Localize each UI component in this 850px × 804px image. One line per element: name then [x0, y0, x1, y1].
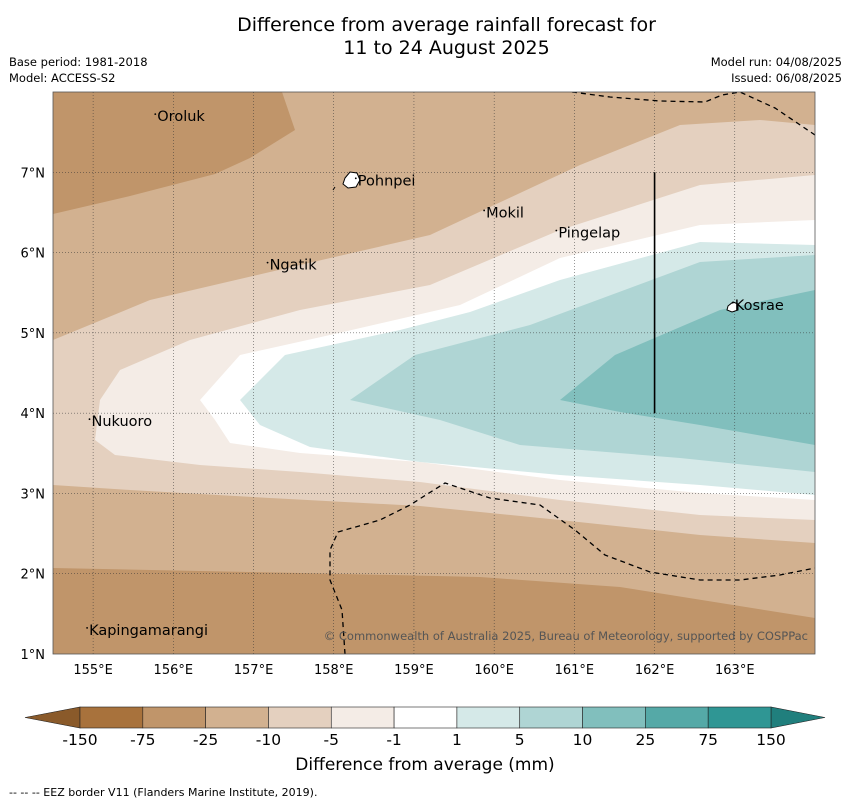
- meta-left: Base period: 1981-2018 Model: ACCESS-S2: [9, 54, 148, 86]
- colorbar-tick-label: 25: [635, 731, 655, 749]
- colorbar-title: Difference from average (mm): [295, 755, 555, 775]
- lon-tick-label: 161°E: [555, 663, 595, 678]
- colorbar-segment: [268, 706, 332, 729]
- issued-date: Issued: 06/08/2025: [731, 71, 842, 85]
- place-label: Kapingamarangi: [89, 623, 208, 639]
- contour-fields: Oroluk Pohnpei Mokil Pingelap Ngatik Kosrae Nu…: [53, 92, 815, 654]
- colorbar-segment: [330, 706, 395, 729]
- place-marker: [266, 261, 269, 264]
- lat-tick-label: 3°N: [21, 487, 46, 502]
- field-minus-75-north: [53, 92, 295, 214]
- meta-right: Model run: 04/08/2025 Issued: 06/08/2025: [711, 54, 842, 86]
- lat-tick-label: 6°N: [21, 247, 46, 262]
- axis-labels: 155°E 156°E 157°E 158°E 159°E 160°E 161°E 162°E…: [21, 166, 755, 678]
- colorbar-over-arrow: [770, 706, 826, 729]
- colorbar-tick-label: 75: [698, 731, 718, 749]
- lon-tick-label: 155°E: [73, 663, 113, 678]
- colorbar-segment: [393, 706, 458, 729]
- place-marker: [731, 301, 734, 304]
- colorbar-tick-label: -75: [130, 731, 155, 749]
- eez-footer-note: -- -- -- EEZ border V11 (Flanders Marine…: [9, 786, 318, 799]
- model-run: Model run: 04/08/2025: [710, 55, 842, 69]
- colorbar-segment: [205, 706, 269, 729]
- place-label: Pohnpei: [358, 173, 416, 189]
- lon-tick-label: 157°E: [234, 663, 274, 678]
- colorbar-tick-label: 10: [573, 731, 593, 749]
- colorbar-segment: [142, 706, 206, 729]
- colorbar-tick-label: -25: [193, 731, 218, 749]
- colorbar-tick-label: -10: [256, 731, 281, 749]
- place-marker: [86, 627, 88, 629]
- place-marker: [154, 113, 157, 115]
- colorbar-tick-label: -5: [324, 731, 339, 749]
- place-marker: [483, 209, 486, 212]
- colorbar-segment: [582, 706, 646, 729]
- lat-tick-label: 5°N: [21, 327, 46, 342]
- base-period: Base period: 1981-2018: [9, 55, 148, 69]
- map-frame: [52, 91, 816, 655]
- place-label: Nukuoro: [92, 414, 153, 430]
- colorbar-tick-label: -150: [62, 731, 97, 749]
- lon-tick-label: 159°E: [394, 663, 434, 678]
- title-line-2: 11 to 24 August 2025: [343, 37, 550, 59]
- place-labels: Oroluk Pohnpei Mokil Pingelap Ngatik Kosrae Nu…: [86, 109, 784, 639]
- place-label: Mokil: [486, 205, 524, 221]
- colorbar-segment: [456, 706, 521, 729]
- colorbar-segment: [707, 706, 772, 729]
- eez-border-south: [329, 482, 815, 654]
- place-marker: [354, 177, 357, 180]
- field-minus-75-south: [53, 568, 815, 654]
- model-name: Model: ACCESS-S2: [9, 71, 116, 85]
- lon-tick-label: 163°E: [715, 663, 755, 678]
- colorbar-segment: [519, 706, 583, 729]
- colorbar-tick-label: 150: [756, 731, 786, 749]
- place-marker: [88, 418, 91, 421]
- lat-tick-label: 1°N: [21, 648, 46, 663]
- lon-tick-label: 158°E: [314, 663, 354, 678]
- lat-tick-label: 2°N: [21, 568, 46, 583]
- eez-border-north: [571, 92, 815, 136]
- place-label: Oroluk: [157, 109, 205, 125]
- lon-tick-label: 160°E: [474, 663, 514, 678]
- islet-mark: [332, 186, 336, 191]
- colorbar: -150 -75 -25 -10 -5 -1 1 5 10 25 75 150: [24, 706, 826, 749]
- place-label: Ngatik: [270, 258, 318, 274]
- lon-tick-label: 162°E: [635, 663, 675, 678]
- colorbar-tick-label: 5: [515, 731, 525, 749]
- lat-tick-label: 4°N: [21, 407, 46, 422]
- place-marker: [555, 229, 558, 232]
- lat-tick-label: 7°N: [21, 166, 46, 181]
- colorbar-tick-label: 1: [452, 731, 462, 749]
- colorbar-under-arrow: [24, 706, 81, 729]
- place-label: Pingelap: [558, 226, 620, 242]
- place-label: Kosrae: [735, 298, 784, 314]
- field-plus-10: [560, 290, 815, 445]
- colorbar-tick-label: -1: [386, 731, 401, 749]
- copyright-text: © Commonwealth of Australia 2025, Bureau…: [324, 629, 808, 643]
- map-title: Difference from average rainfall forecas…: [0, 14, 850, 60]
- colorbar-segment: [645, 706, 709, 729]
- lon-tick-label: 156°E: [154, 663, 194, 678]
- colorbar-segment: [79, 706, 144, 729]
- island-pohnpei: [342, 171, 361, 189]
- grid-lines: [53, 92, 815, 654]
- title-line-1: Difference from average rainfall forecas…: [237, 14, 656, 36]
